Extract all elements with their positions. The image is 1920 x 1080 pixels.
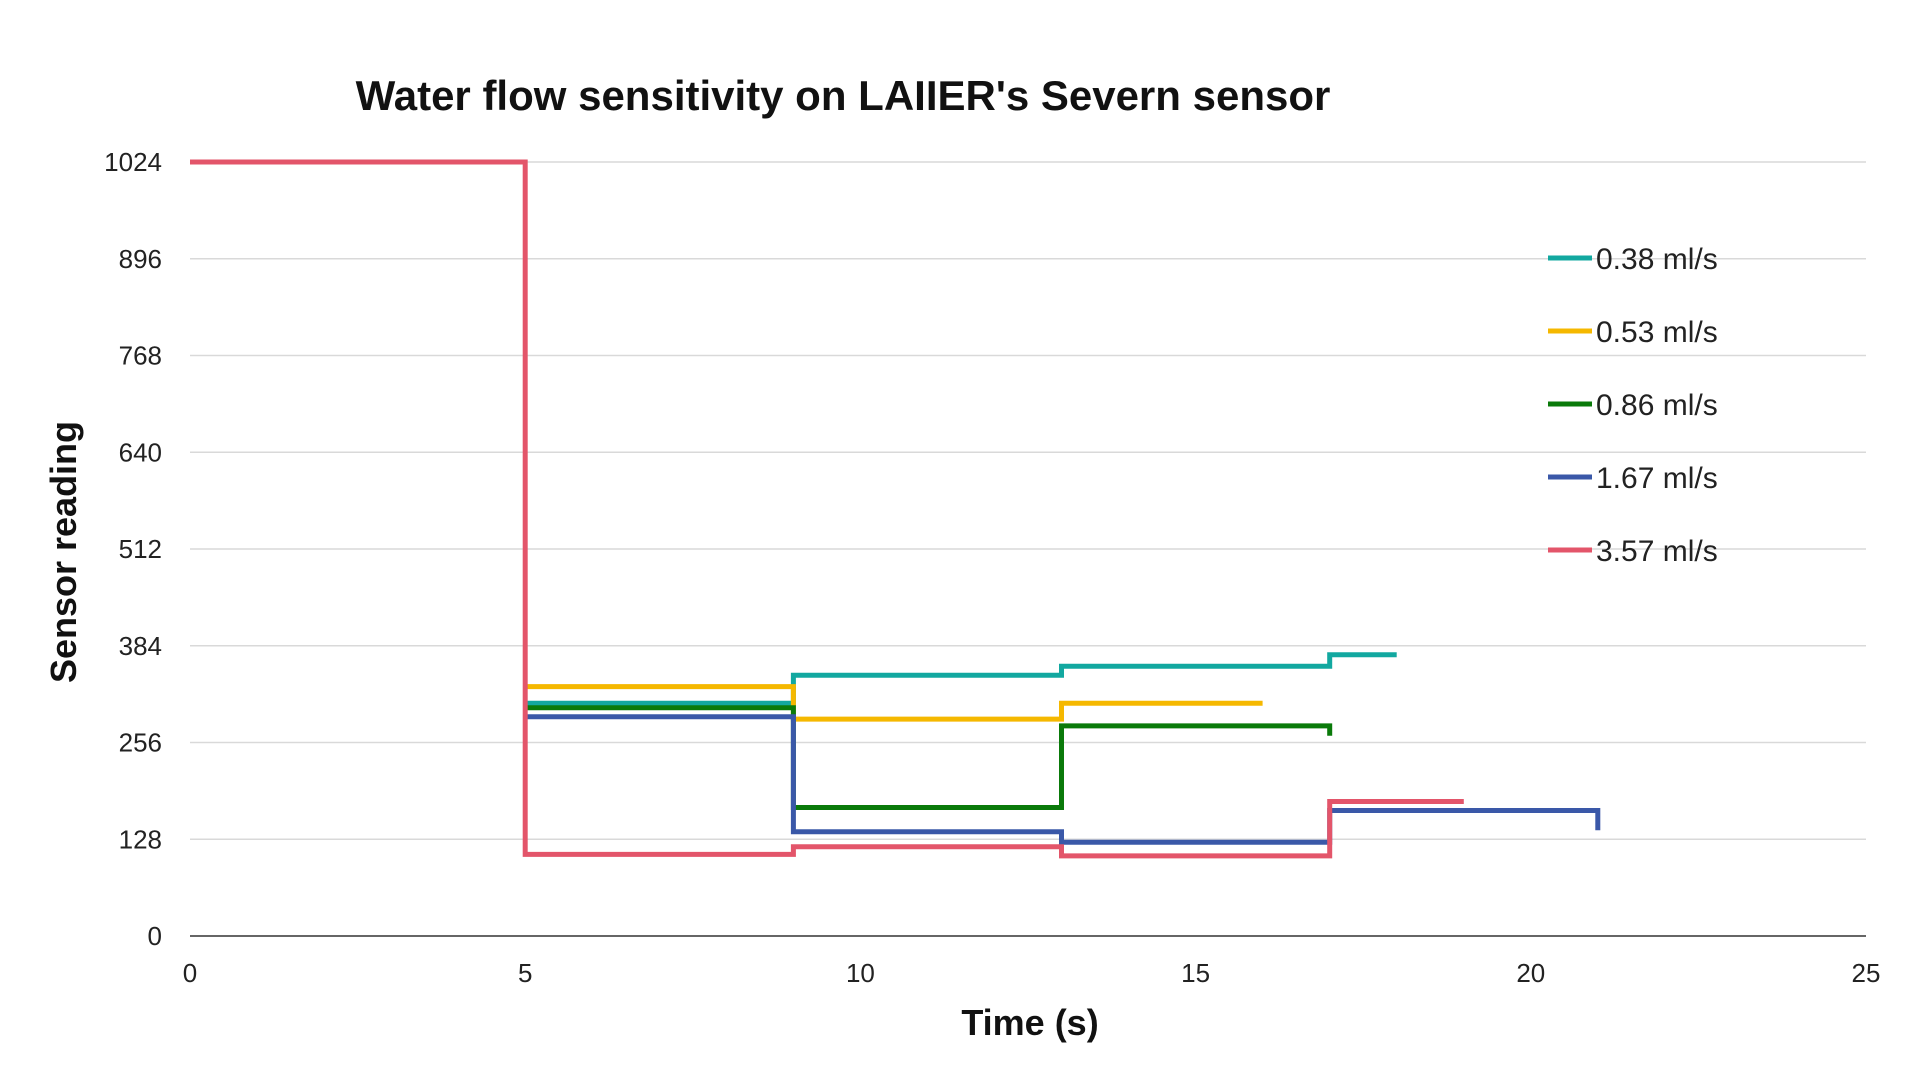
legend-label: 1.67 ml/s [1596,462,1718,495]
x-tick-label: 15 [1181,958,1210,988]
x-tick-label: 10 [846,958,875,988]
legend-label: 0.86 ml/s [1596,389,1718,422]
chart-title: Water flow sensitivity on LAIIER's Sever… [356,72,1331,119]
y-tick-label: 640 [119,437,162,467]
y-tick-label: 512 [119,534,162,564]
y-tick-label: 896 [119,244,162,274]
legend: 0.38 ml/s 0.53 ml/s 0.86 ml/s 1.67 ml/s 3.57… [1548,243,1718,568]
series-lines [190,159,1601,859]
y-tick-label: 384 [119,631,162,661]
series-line-2 [525,684,1263,722]
gridlines [190,161,1866,840]
y-tick-label: 768 [119,341,162,371]
series-line-4 [525,714,1601,845]
legend-label: 3.57 ml/s [1596,535,1718,568]
y-tick-label: 256 [119,728,162,758]
x-tick-label: 20 [1516,958,1545,988]
y-tick-label: 128 [119,824,162,854]
legend-label: 0.53 ml/s [1596,316,1718,349]
y-axis-title: Sensor reading [43,421,84,683]
series-line-3 [525,705,1333,810]
x-tick-label: 0 [183,958,197,988]
y-tick-label: 0 [148,921,162,951]
axes: 0 128 256 384 512 640 768 896 1024 0 5 10 15 20 25 [104,147,1880,988]
x-axis-title: Time (s) [961,1002,1098,1043]
x-tick-label: 25 [1852,958,1881,988]
series-line-1 [525,652,1397,706]
x-tick-label: 5 [518,958,532,988]
legend-label: 0.38 ml/s [1596,243,1718,276]
series-line-5 [190,159,1464,859]
y-tick-label: 1024 [104,147,162,177]
